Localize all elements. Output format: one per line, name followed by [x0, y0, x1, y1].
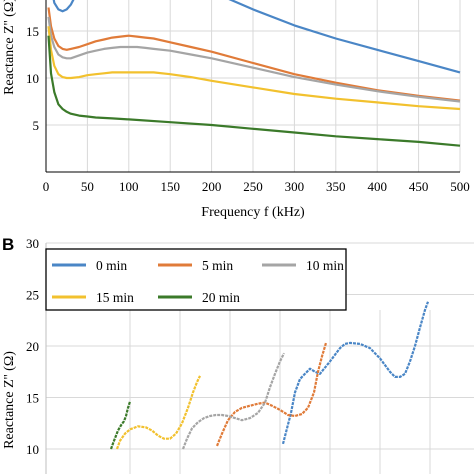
- chart-a: 0 50 100 150 200 250 300 350 400 450 500 5 10 15 Fre…: [2, 0, 470, 220]
- chart-a-x-tick-label: 100: [119, 179, 139, 194]
- chart-b-series-line-0: [281, 301, 430, 445]
- chart-b-grid: [46, 242, 474, 474]
- chart-b-y-axis-label: Reactance Z'' (Ω): [2, 351, 17, 449]
- chart-a-x-tick-labels: 0 50 100 150 200 250 300 350 400 450 500: [43, 179, 470, 194]
- chart-a-series-line-2: [47, 16, 461, 103]
- chart-a-x-tick-label: 250: [243, 179, 263, 194]
- chart-a-series: [47, 0, 461, 147]
- chart-a-y-tick-label: 10: [26, 71, 39, 86]
- chart-b-legend: 0 min 5 min 10 min 15 min 20 min: [45, 248, 347, 311]
- chart-b-series: [109, 301, 430, 450]
- chart-b-panel-label: B: [2, 235, 14, 254]
- chart-a-y-axis-label: Reactance Z'' (Ω): [2, 0, 17, 95]
- chart-a-x-tick-label: 0: [43, 179, 50, 194]
- chart-a-x-tick-label: 350: [326, 179, 346, 194]
- chart-b-legend-label: 20 min: [202, 290, 240, 305]
- chart-b: B 10 15 20 25 30 Reactance Z'' (Ω) 0 min 5 mi…: [2, 235, 474, 474]
- chart-a-x-tick-label: 150: [160, 179, 180, 194]
- chart-b-legend-label: 0 min: [96, 258, 127, 273]
- chart-b-series-line-2: [181, 352, 285, 450]
- chart-a-y-tick-label: 5: [33, 118, 40, 133]
- chart-b-series-line-4: [109, 401, 132, 450]
- chart-b-series-line-1: [215, 342, 328, 447]
- chart-b-y-tick-label: 30: [26, 236, 39, 251]
- chart-a-y-tick-label: 15: [26, 24, 39, 39]
- chart-b-legend-box: [45, 248, 347, 311]
- chart-a-series-line-4: [47, 35, 461, 147]
- chart-b-series-line-3: [115, 375, 201, 450]
- chart-a-x-tick-label: 450: [409, 179, 429, 194]
- chart-b-y-tick-label: 15: [26, 391, 39, 406]
- chart-b-legend-label: 10 min: [306, 258, 344, 273]
- chart-b-y-tick-label: 20: [26, 339, 39, 354]
- chart-b-y-tick-label: 10: [26, 442, 39, 457]
- chart-a-x-tick-label: 300: [285, 179, 305, 194]
- chart-a-grid: [46, 0, 461, 172]
- chart-b-legend-label: 15 min: [96, 290, 134, 305]
- chart-a-y-tick-labels: 5 10 15: [26, 24, 39, 133]
- chart-a-x-tick-label: 200: [202, 179, 222, 194]
- chart-b-legend-label: 5 min: [202, 258, 233, 273]
- chart-b-y-tick-label: 25: [26, 288, 39, 303]
- chart-a-x-tick-label: 500: [450, 179, 470, 194]
- chart-a-series-line-3: [47, 26, 461, 111]
- chart-a-series-line-0: [52, 0, 461, 74]
- chart-a-x-axis-label: Frequency f (kHz): [201, 205, 305, 220]
- chart-a-series-line-1: [47, 7, 461, 102]
- chart-a-x-tick-label: 50: [81, 179, 94, 194]
- chart-b-y-tick-labels: 10 15 20 25 30: [26, 236, 39, 457]
- chart-a-x-tick-label: 400: [367, 179, 387, 194]
